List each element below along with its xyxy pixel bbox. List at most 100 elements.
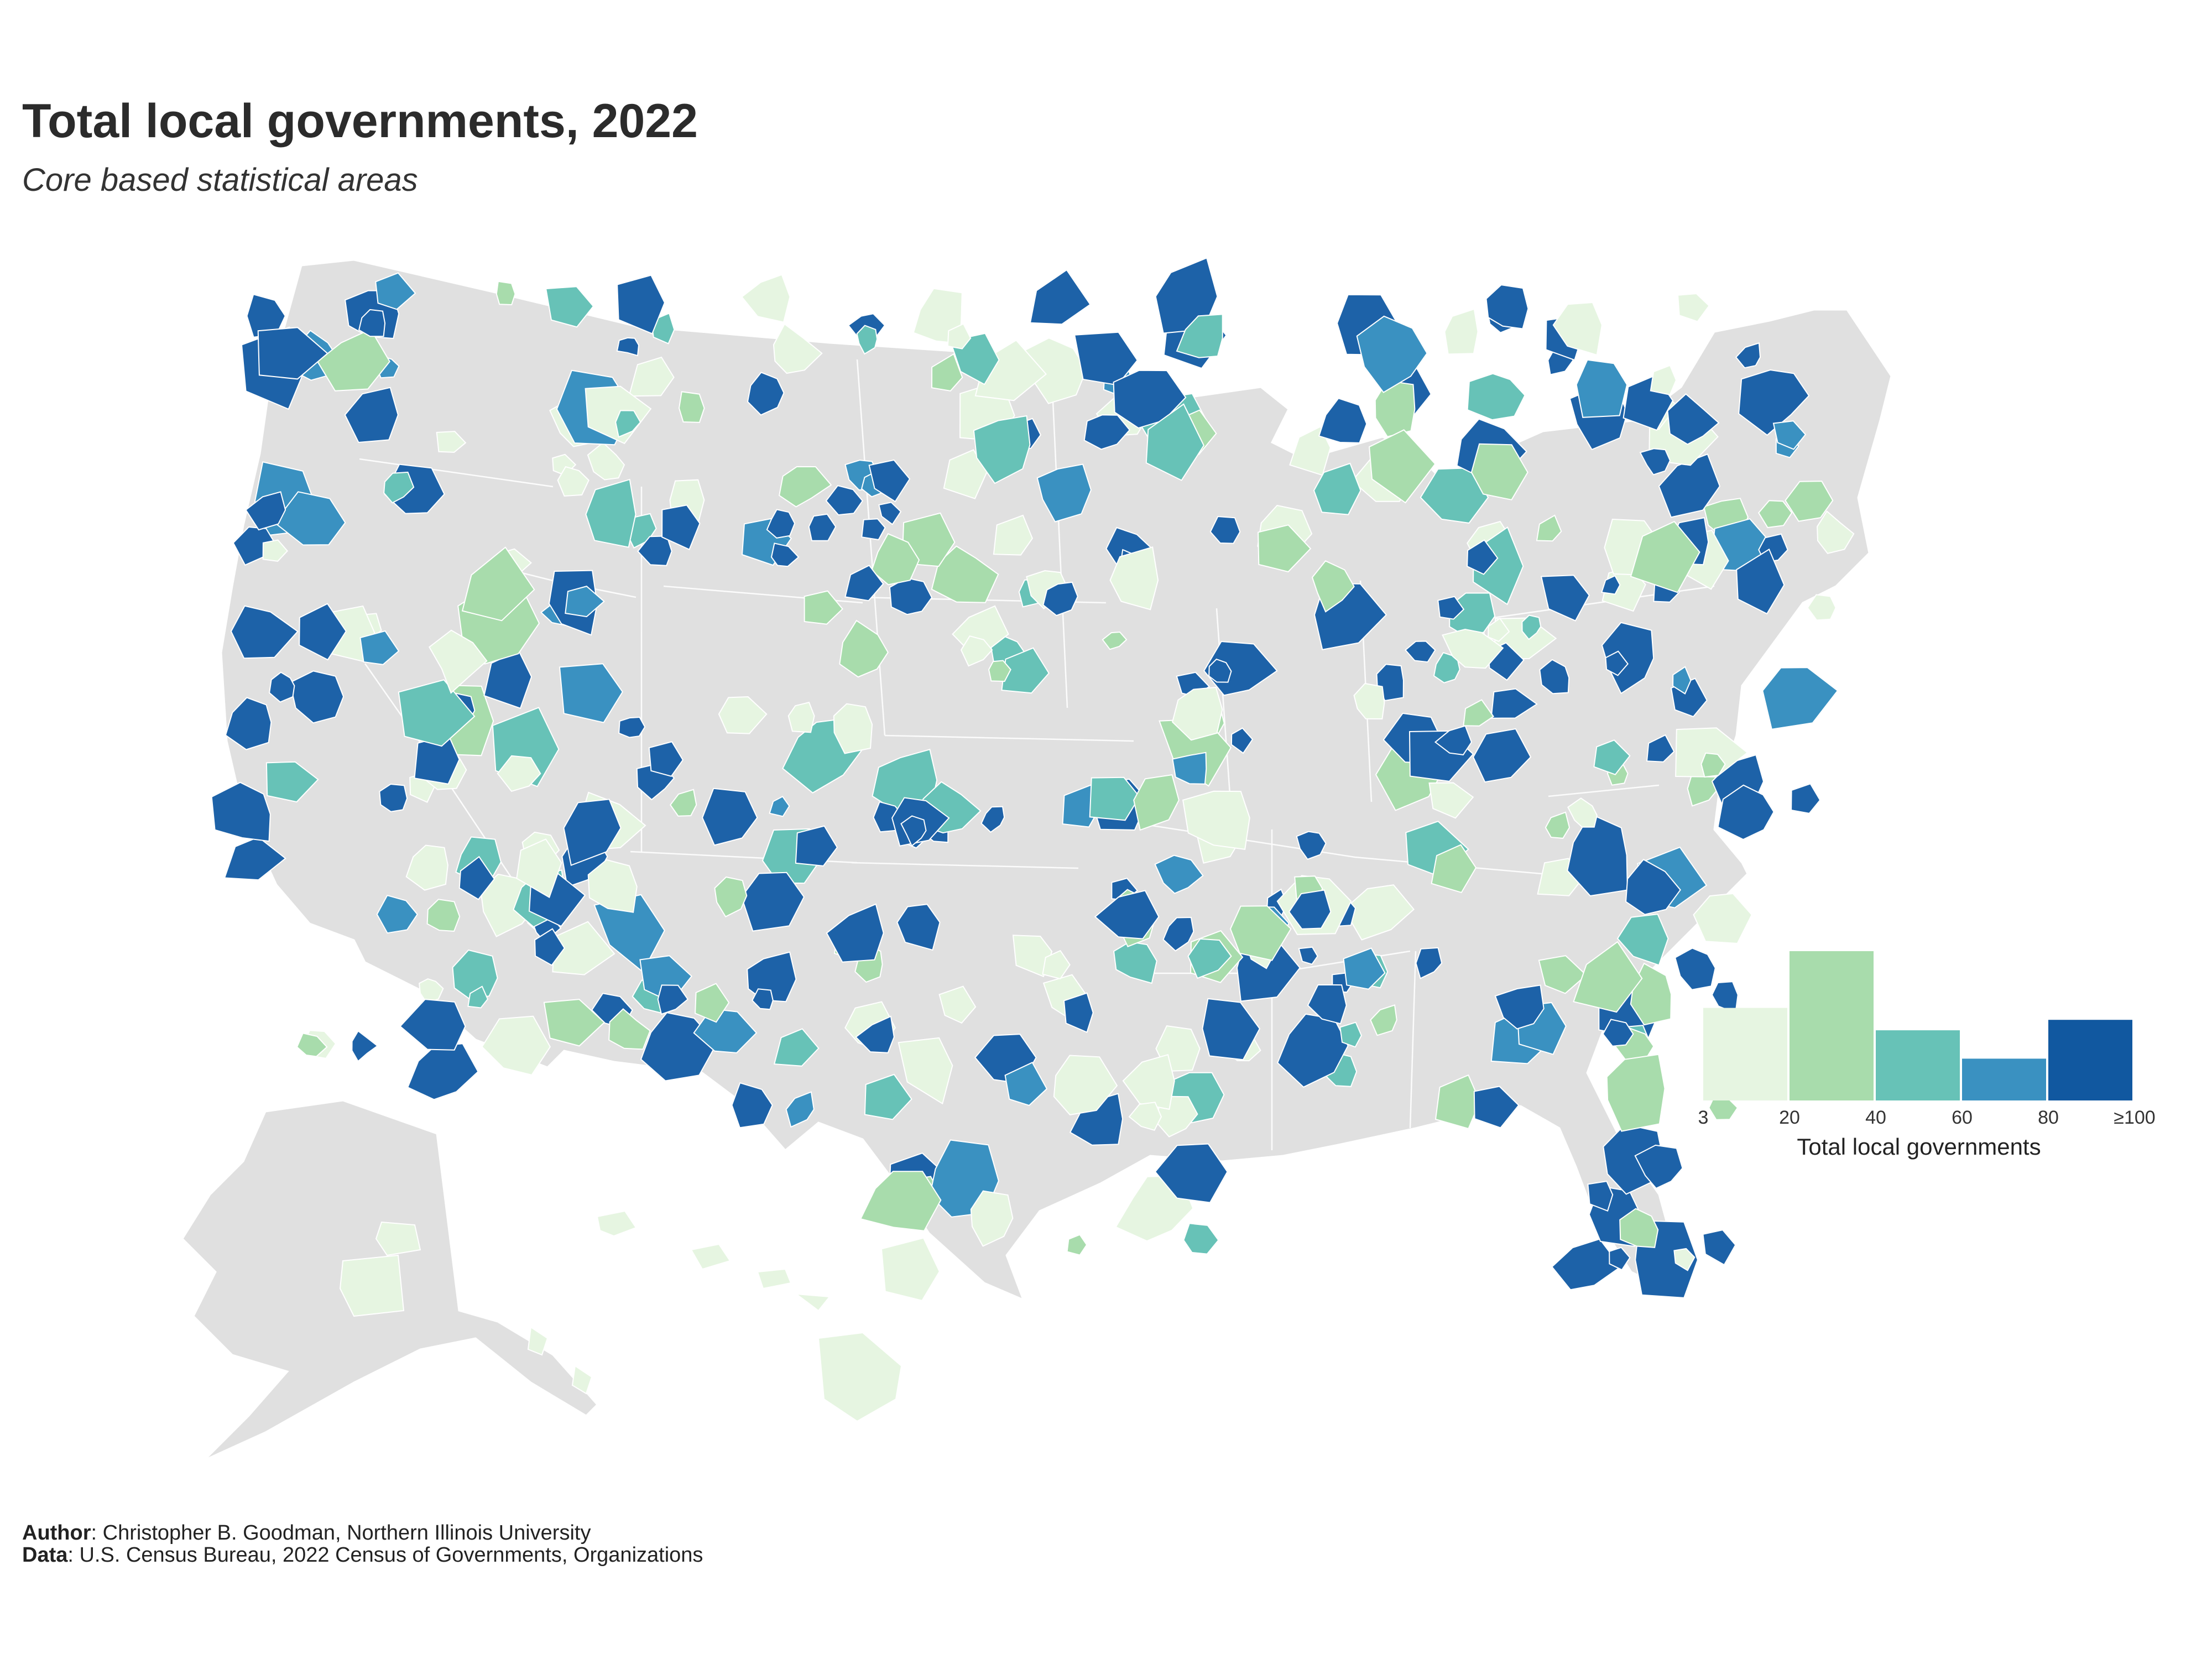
cbsa-region: [1133, 774, 1180, 831]
cbsa-region: [839, 619, 889, 678]
cbsa-region: [1625, 858, 1681, 915]
cbsa-region: [407, 1043, 479, 1100]
cbsa-region: [787, 701, 815, 733]
cbsa-region: [1113, 941, 1157, 984]
cbsa-region: [483, 650, 533, 709]
cbsa-region: [1593, 739, 1631, 775]
cbsa-region: [458, 855, 495, 900]
cbsa-region: [1258, 524, 1312, 573]
cbsa-region: [980, 806, 1005, 833]
cbsa-region: [1609, 1246, 1631, 1271]
cbsa-region: [296, 1032, 328, 1057]
cbsa-region: [1318, 398, 1368, 444]
cbsa-region: [878, 502, 902, 525]
cbsa-region: [864, 1073, 912, 1120]
cbsa-region: [1109, 546, 1159, 611]
cbsa-region: [1539, 659, 1570, 695]
cbsa-region: [1369, 429, 1436, 504]
cbsa-region: [375, 272, 416, 310]
cbsa-region: [587, 442, 625, 481]
cbsa-region: [1434, 1074, 1481, 1130]
cbsa-region: [1415, 947, 1443, 979]
cbsa-region: [461, 546, 535, 622]
cbsa-region: [1339, 1021, 1363, 1048]
cbsa-region: [1587, 1180, 1614, 1212]
cbsa-region: [543, 999, 606, 1047]
cbsa-region: [1606, 1053, 1666, 1132]
legend-tick-label: 80: [2038, 1107, 2059, 1128]
cbsa-region: [1172, 752, 1207, 785]
cbsa-region: [1605, 650, 1629, 676]
cbsa-region: [1036, 463, 1092, 523]
cbsa-region: [1343, 947, 1386, 990]
cbsa-region: [947, 323, 972, 349]
cbsa-region: [1545, 811, 1571, 839]
cbsa-region: [1288, 889, 1332, 930]
cbsa-region: [358, 309, 386, 337]
cbsa-region: [628, 356, 675, 397]
cbsa-region: [1717, 784, 1775, 841]
cbsa-region: [1311, 560, 1355, 613]
cbsa-region: [785, 1091, 815, 1128]
cbsa-region: [1817, 510, 1855, 554]
cbsa-region: [1552, 301, 1603, 356]
cbsa-region: [565, 585, 605, 618]
cbsa-region: [896, 904, 941, 951]
cbsa-region: [747, 372, 785, 416]
cbsa-region: [1488, 617, 1510, 642]
cbsa-region: [714, 876, 748, 918]
cbsa-region: [669, 789, 697, 817]
cbsa-region: [516, 838, 562, 899]
cbsa-region: [731, 1082, 773, 1129]
cbsa-region: [1145, 403, 1205, 481]
cbsa-region: [344, 387, 399, 444]
cbsa-region: [615, 410, 641, 438]
cbsa-region: [497, 755, 541, 792]
cbsa-region: [1437, 596, 1465, 620]
cbsa-region: [1538, 955, 1587, 994]
cbsa-region: [960, 635, 993, 667]
cbsa-region: [1296, 831, 1327, 860]
cbsa-region: [1442, 628, 1504, 669]
cbsa-region: [855, 1015, 895, 1053]
cbsa-region: [1176, 314, 1223, 358]
cbsa-region: [773, 323, 823, 374]
cbsa-region: [585, 478, 637, 548]
cbsa-region: [1183, 1223, 1219, 1255]
cbsa-region: [436, 431, 467, 453]
cbsa-region: [661, 504, 701, 550]
cbsa-region: [1083, 414, 1131, 450]
alaska-cbsa-regions: [339, 1221, 593, 1395]
cbsa-region: [826, 903, 884, 963]
cbsa-region: [752, 988, 774, 1010]
cbsa-region: [1431, 844, 1477, 894]
cbsa-region: [1634, 1144, 1683, 1190]
cbsa-region: [900, 815, 927, 847]
cbsa-region: [766, 509, 796, 539]
cbsa-region: [1094, 890, 1160, 940]
cbsa-region: [262, 539, 289, 562]
cbsa-region: [938, 985, 977, 1024]
legend-bar: [1790, 951, 1874, 1100]
legend-tick-label: 60: [1952, 1107, 1973, 1128]
cbsa-region: [973, 415, 1031, 484]
cbsa-regions: [211, 257, 1855, 1301]
legend-tick-label: ≥100: [2114, 1107, 2156, 1128]
cbsa-region: [889, 577, 933, 615]
cbsa-region: [1187, 938, 1232, 979]
legend-bar: [1876, 1030, 1960, 1100]
legend-title: Total local governments: [1797, 1134, 2041, 1160]
cbsa-region: [230, 605, 299, 659]
cbsa-region: [1069, 1093, 1124, 1146]
author-credit: Author: Christopher B. Goodman, Northern…: [22, 1522, 591, 1544]
cbsa-region: [1428, 782, 1474, 819]
map-title: Total local governments, 2022: [22, 95, 698, 148]
cbsa-region: [702, 787, 758, 846]
cbsa-region: [778, 466, 832, 508]
cbsa-region: [1639, 448, 1671, 476]
cbsa-region: [1738, 369, 1810, 436]
cbsa-region: [1646, 734, 1675, 763]
cbsa-region: [718, 696, 768, 734]
cbsa-region: [880, 1237, 941, 1301]
